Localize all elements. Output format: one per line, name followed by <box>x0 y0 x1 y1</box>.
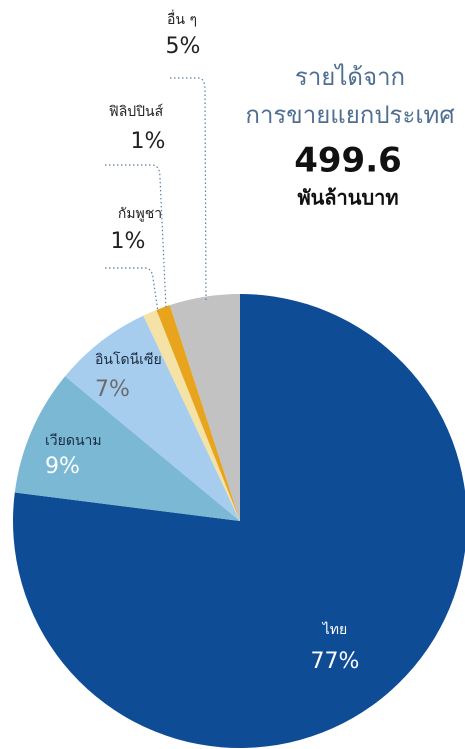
leader-line <box>105 164 167 309</box>
slice-label: อื่น ๆ <box>167 10 197 28</box>
leader-line <box>170 77 207 303</box>
leader-line <box>105 267 159 313</box>
slice-label: อินโดนีเซีย <box>95 351 162 368</box>
title-line: การขายแยกประเทศ <box>245 101 454 129</box>
value-label: 1% <box>111 229 146 254</box>
title-line: รายได้จาก <box>295 63 405 91</box>
slice <box>13 294 465 748</box>
slices <box>13 294 465 748</box>
slice <box>14 376 240 521</box>
value-label: 5% <box>166 34 201 59</box>
value-label: 7% <box>95 377 130 402</box>
total: 499.6 <box>294 141 402 181</box>
slice <box>143 309 240 521</box>
value-label: 1% <box>131 129 166 154</box>
slice-label: ไทย <box>322 621 347 638</box>
total-unit: พันล้านบาท <box>297 186 398 210</box>
slice-label: ฟิลิปปินส์ <box>109 103 164 120</box>
slice <box>65 315 240 521</box>
slice <box>169 294 240 521</box>
slice <box>156 305 240 521</box>
value-label: 77% <box>311 649 360 674</box>
slice-label: เวียดนาม <box>45 433 102 449</box>
slice-label: กัมพูชา <box>118 206 162 222</box>
value-label: 9% <box>45 454 80 479</box>
